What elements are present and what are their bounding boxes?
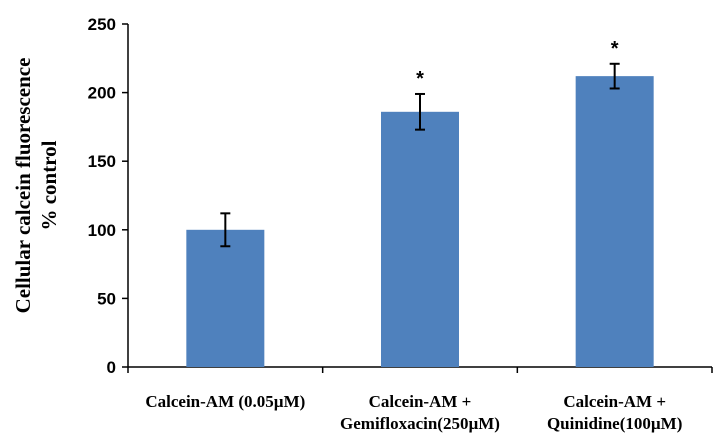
y-tick-label: 0 — [107, 358, 116, 377]
y-axis-label-line: % control — [37, 140, 61, 230]
y-axis-label: Cellular calcein fluorescence% control — [11, 58, 61, 314]
significance-asterisk: * — [416, 68, 424, 90]
significance-asterisk: * — [611, 38, 619, 60]
y-tick-label: 100 — [88, 221, 116, 240]
y-tick-label: 50 — [97, 289, 116, 308]
bars — [186, 76, 654, 368]
significance-marks: ** — [416, 38, 619, 90]
y-tick-label: 150 — [88, 152, 116, 171]
error-bars — [220, 62, 620, 248]
x-tick-labels: Calcein-AM (0.05µM) Calcein-AM + Gemifloxa… — [145, 392, 682, 433]
y-tick-label: 200 — [88, 84, 116, 103]
bar — [186, 229, 265, 367]
x-tick-label: Calcein-AM + — [369, 392, 472, 411]
bar — [381, 111, 459, 367]
y-ticks: 0 50 100 150 200 250 — [88, 15, 128, 377]
x-tick-label: Calcein-AM + — [563, 392, 666, 411]
y-tick-label: 250 — [88, 15, 116, 34]
x-tick-label: Calcein-AM (0.05µM) — [145, 392, 305, 411]
x-tick-label: Gemifloxacin(250µM) — [340, 414, 500, 433]
x-tick-label: Quinidine(100µM) — [547, 414, 682, 433]
y-axis-label-line: Cellular calcein fluorescence — [11, 58, 35, 314]
bar — [575, 76, 654, 368]
